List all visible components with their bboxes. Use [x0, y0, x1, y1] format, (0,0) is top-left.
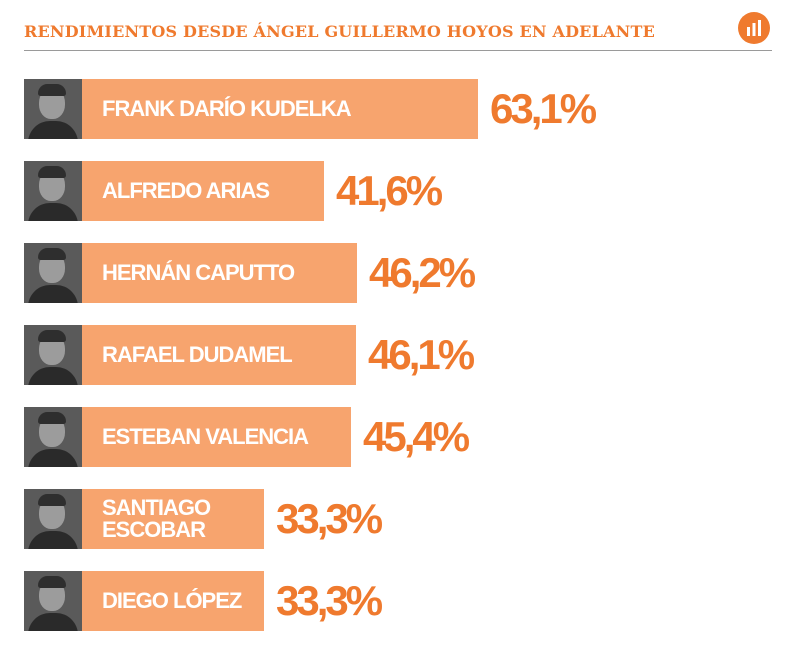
coach-photo	[24, 325, 82, 385]
bar-category-label: FRANK DARÍO KUDELKA	[102, 96, 352, 121]
bar-category-label: DIEGO LÓPEZ	[102, 588, 242, 613]
coach-photo	[24, 79, 82, 139]
coach-photo	[24, 161, 82, 221]
coach-photo	[24, 407, 82, 467]
coach-photo	[24, 571, 82, 631]
bar-category-label: RAFAEL DUDAMEL	[102, 342, 293, 367]
bar: ESTEBAN VALENCIA	[24, 407, 351, 467]
chart-title: RENDIMIENTOS DESDE ÁNGEL GUILLERMO HOYOS…	[24, 22, 655, 41]
bar: ALFREDO ARIAS	[24, 161, 324, 221]
bar: SANTIAGO ESCOBAR	[24, 489, 264, 549]
title-divider	[24, 50, 772, 51]
bar-value-label: 45,4%	[363, 413, 470, 460]
bar: HERNÁN CAPUTTO	[24, 243, 357, 303]
bar-chart-icon	[738, 12, 770, 44]
coach-photo	[24, 243, 82, 303]
bar-value-label: 33,3%	[276, 577, 383, 624]
bar-value-label: 63,1%	[490, 85, 597, 132]
bar: RAFAEL DUDAMEL	[24, 325, 356, 385]
bar-value-label: 41,6%	[336, 167, 443, 214]
bar: FRANK DARÍO KUDELKA	[24, 79, 478, 139]
bar-value-label: 33,3%	[276, 495, 383, 542]
bar-category-label: ESTEBAN VALENCIA	[102, 424, 309, 449]
bar-value-label: 46,2%	[369, 249, 476, 296]
coach-photo	[24, 489, 82, 549]
bar: DIEGO LÓPEZ	[24, 571, 264, 631]
bar-value-label: 46,1%	[368, 331, 475, 378]
bar-category-label: HERNÁN CAPUTTO	[102, 260, 295, 285]
bar-category-label: ALFREDO ARIAS	[102, 178, 270, 203]
bar-category-label: SANTIAGO ESCOBAR	[102, 495, 211, 542]
chart-header: RENDIMIENTOS DESDE ÁNGEL GUILLERMO HOYOS…	[24, 12, 772, 52]
